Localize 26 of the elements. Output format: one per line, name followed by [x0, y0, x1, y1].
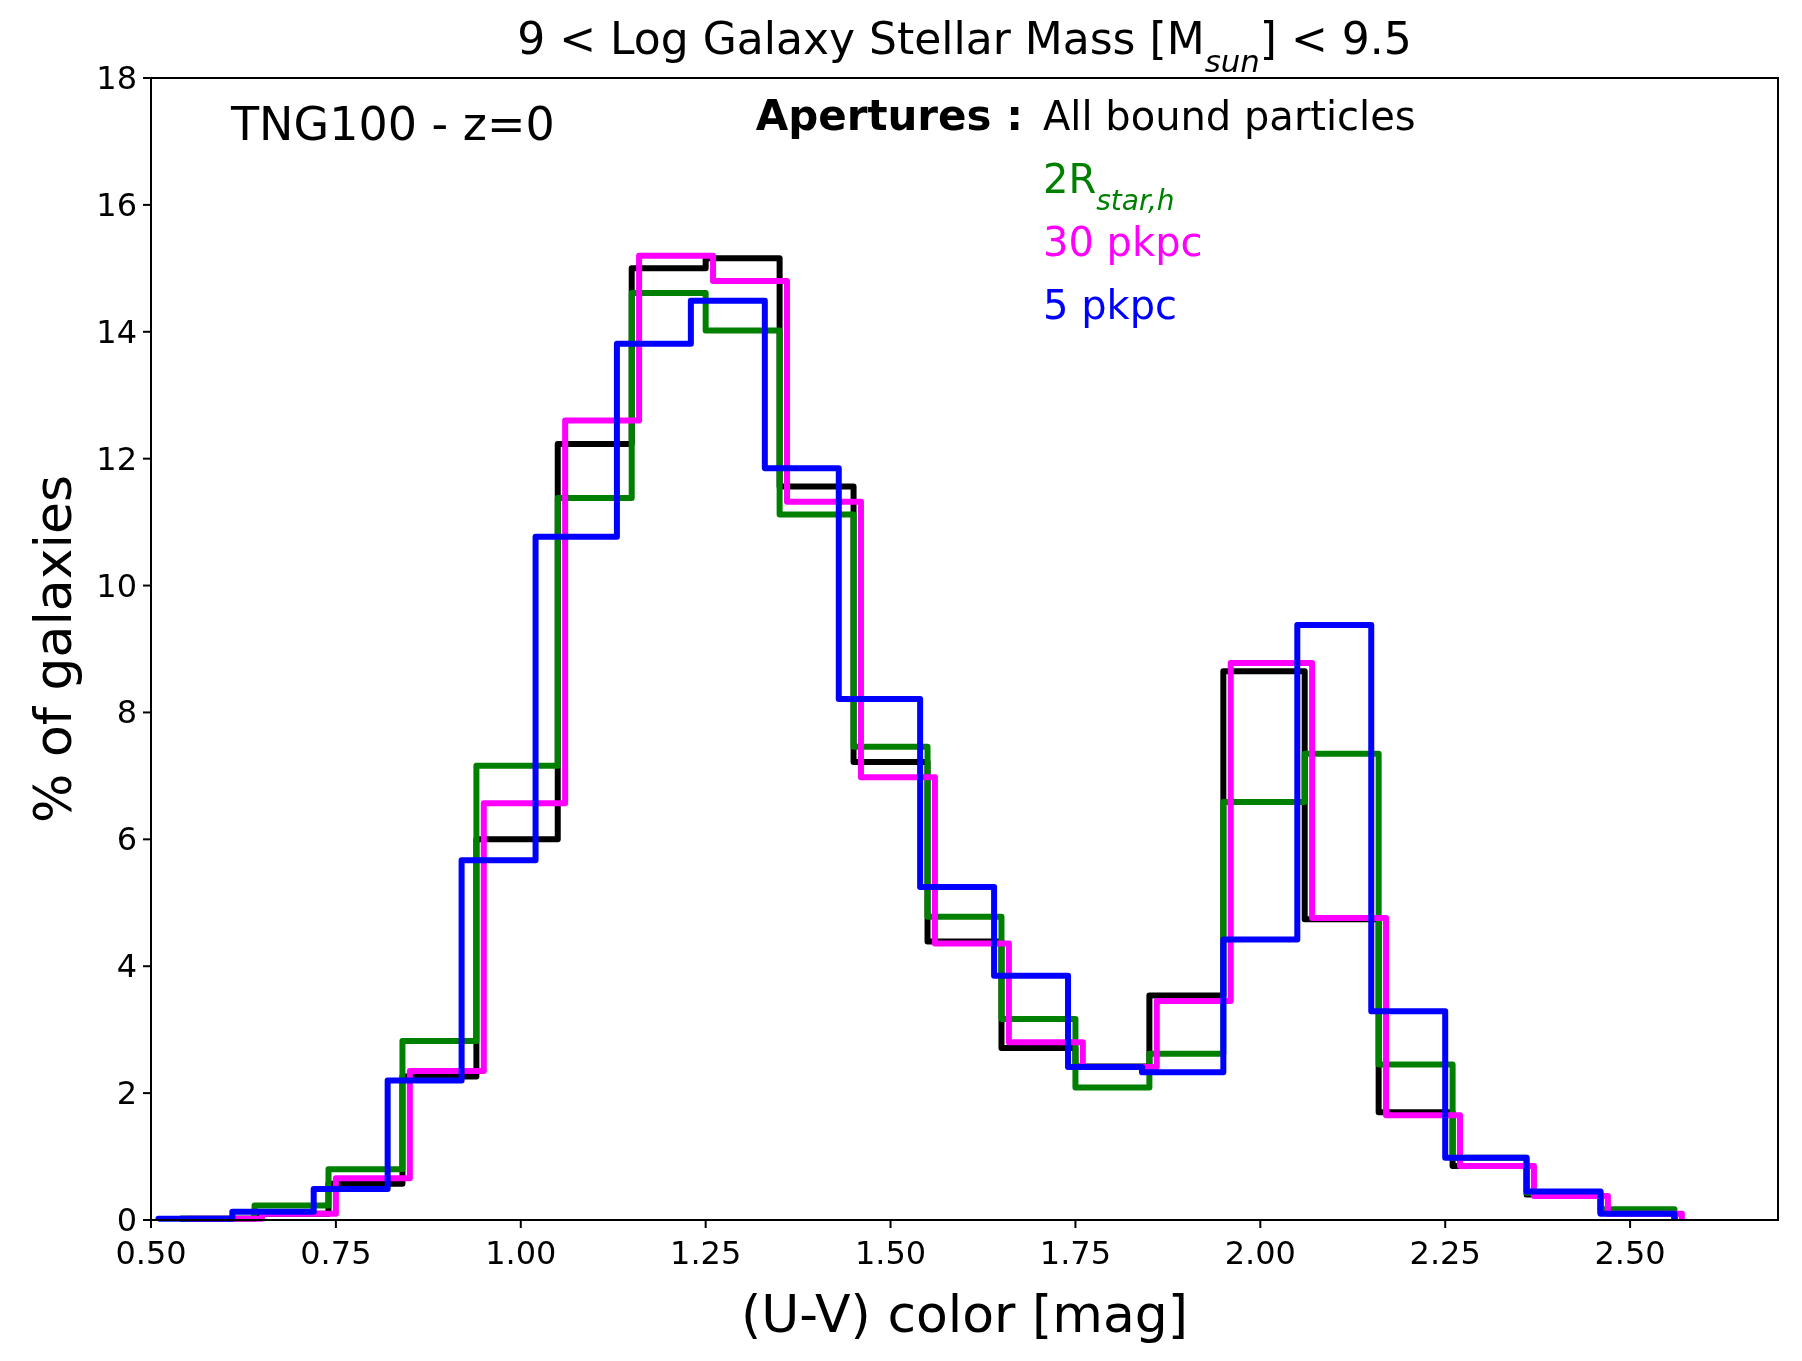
y-tick-label: 12	[96, 439, 137, 478]
y-tick-label: 2	[116, 1074, 137, 1113]
y-tick-label: 14	[96, 312, 137, 351]
x-tick-label: 1.25	[670, 1234, 742, 1272]
text: 2R$_{star,h}$	[1043, 156, 1175, 217]
x-tick-label: 0.75	[300, 1234, 372, 1272]
legend-title: Apertures :	[755, 91, 1023, 140]
chart-title: 9 < Log Galaxy Stellar Mass [M$_{sun}$] < 9.5	[517, 13, 1412, 79]
text: All bound particles	[1043, 93, 1416, 139]
x-axis-title: (U-V) color [mag]	[740, 1284, 1189, 1344]
y-tick-label: 16	[96, 185, 137, 224]
x-tick-label: 2.00	[1224, 1234, 1296, 1272]
y-tick-label: 6	[116, 820, 137, 859]
y-axis-title: % of galaxies	[23, 474, 83, 824]
y-tick-label: 10	[96, 566, 137, 605]
x-tick-label: 2.25	[1409, 1234, 1481, 1272]
annotation: TNG100 - z=0	[230, 97, 555, 151]
y-tick-label: 8	[116, 693, 137, 732]
text: 5 pkpc	[1043, 282, 1178, 328]
y-tick-label: 4	[116, 947, 137, 986]
x-tick-label: 1.75	[1039, 1234, 1112, 1272]
text: 30 pkpc	[1043, 219, 1203, 265]
y-tick-label: 18	[96, 59, 137, 97]
x-tick-label: 1.50	[854, 1234, 927, 1272]
x-tick-label: 2.50	[1594, 1234, 1666, 1272]
x-tick-label: 1.00	[485, 1234, 557, 1272]
